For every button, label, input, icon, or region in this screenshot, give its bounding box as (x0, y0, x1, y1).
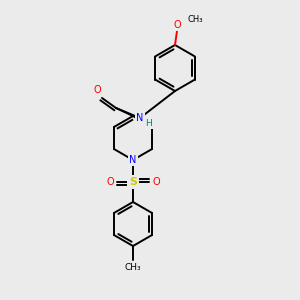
Text: O: O (173, 20, 181, 30)
Text: O: O (93, 85, 101, 95)
Text: CH₃: CH₃ (125, 263, 141, 272)
Text: N: N (129, 155, 137, 165)
Text: N: N (136, 113, 144, 123)
Text: S: S (129, 177, 137, 187)
Text: O: O (106, 177, 114, 187)
Text: H: H (145, 118, 152, 127)
Text: O: O (152, 177, 160, 187)
Text: CH₃: CH₃ (187, 16, 203, 25)
